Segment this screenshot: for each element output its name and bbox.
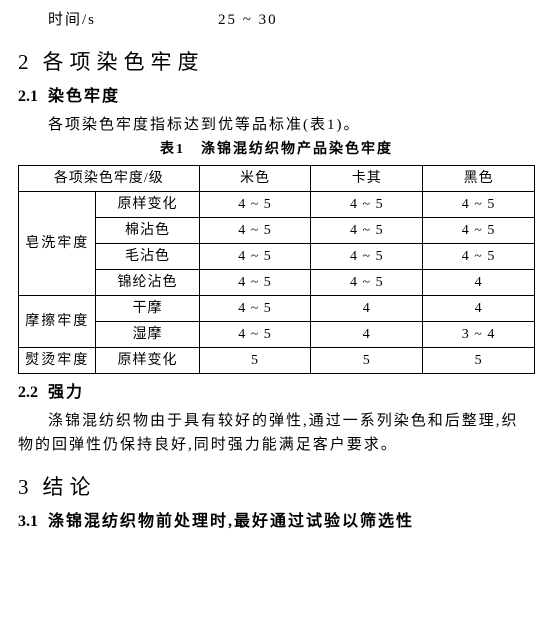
table-cell: 4 ~ 5 bbox=[199, 191, 311, 217]
table-row-label: 棉沾色 bbox=[96, 217, 199, 243]
subsection-num: 3.1 bbox=[18, 513, 38, 530]
table-group: 摩擦牢度 bbox=[19, 295, 96, 347]
table-row-label: 湿摩 bbox=[96, 321, 199, 347]
table-group: 皂洗牢度 bbox=[19, 191, 96, 295]
table-cell: 4 bbox=[311, 295, 423, 321]
table-row-label: 原样变化 bbox=[96, 191, 199, 217]
table-col-head: 米色 bbox=[199, 165, 311, 191]
table-row-label: 干摩 bbox=[96, 295, 199, 321]
table-cell: 4 bbox=[423, 295, 535, 321]
table-cell: 4 ~ 5 bbox=[311, 269, 423, 295]
table-cell: 5 bbox=[311, 347, 423, 373]
subsection-para: 涤锦混纺织物前处理时,最好通过试验以筛选性 bbox=[48, 513, 414, 530]
table-cell: 4 ~ 5 bbox=[423, 217, 535, 243]
table-cell: 4 bbox=[311, 321, 423, 347]
subsection-title: 强力 bbox=[48, 384, 84, 401]
section-2-1-heading: 2.1 染色牢度 bbox=[18, 84, 535, 110]
table-cell: 5 bbox=[423, 347, 535, 373]
section-title: 结论 bbox=[43, 475, 97, 499]
table-group: 熨烫牢度 bbox=[19, 347, 96, 373]
table-cell: 4 ~ 5 bbox=[423, 191, 535, 217]
section-num: 3 bbox=[18, 475, 29, 499]
section-3-1-heading: 3.1 涤锦混纺织物前处理时,最好通过试验以筛选性 bbox=[18, 509, 535, 535]
table-cell: 3 ~ 4 bbox=[423, 321, 535, 347]
section-2-heading: 2 各项染色牢度 bbox=[18, 46, 535, 80]
param-value: 25 ~ 30 bbox=[218, 8, 278, 32]
subsection-num: 2.2 bbox=[18, 384, 38, 401]
subsection-title: 染色牢度 bbox=[48, 88, 120, 105]
table-cell: 4 ~ 5 bbox=[199, 295, 311, 321]
param-label: 时间/s bbox=[18, 8, 218, 32]
section-2-2-heading: 2.2 强力 bbox=[18, 380, 535, 406]
table-row-label: 毛沾色 bbox=[96, 243, 199, 269]
table-cell: 4 ~ 5 bbox=[423, 243, 535, 269]
param-row: 时间/s 25 ~ 30 bbox=[18, 8, 535, 32]
section-num: 2 bbox=[18, 50, 29, 74]
table-col-head: 卡其 bbox=[311, 165, 423, 191]
table-col-head: 黑色 bbox=[423, 165, 535, 191]
table-cell: 4 ~ 5 bbox=[311, 217, 423, 243]
table-row-label: 原样变化 bbox=[96, 347, 199, 373]
table-cell: 5 bbox=[199, 347, 311, 373]
section-3-heading: 3 结论 bbox=[18, 471, 535, 505]
section-2-2-para: 涤锦混纺织物由于具有较好的弹性,通过一系列染色和后整理,织物的回弹性仍保持良好,… bbox=[18, 409, 535, 457]
fastness-table: 各项染色牢度/级米色卡其黑色皂洗牢度原样变化4 ~ 54 ~ 54 ~ 5棉沾色… bbox=[18, 165, 535, 374]
table-cell: 4 bbox=[423, 269, 535, 295]
table-cell: 4 ~ 5 bbox=[199, 269, 311, 295]
section-2-1-para: 各项染色牢度指标达到优等品标准(表1)。 bbox=[18, 113, 535, 137]
table-cell: 4 ~ 5 bbox=[311, 191, 423, 217]
table-caption: 表1 涤锦混纺织物产品染色牢度 bbox=[18, 139, 535, 161]
table-cell: 4 ~ 5 bbox=[311, 243, 423, 269]
table-row-label: 锦纶沾色 bbox=[96, 269, 199, 295]
table-cell: 4 ~ 5 bbox=[199, 243, 311, 269]
table-cell: 4 ~ 5 bbox=[199, 217, 311, 243]
subsection-num: 2.1 bbox=[18, 88, 38, 105]
table-head-merged: 各项染色牢度/级 bbox=[19, 165, 200, 191]
table-cell: 4 ~ 5 bbox=[199, 321, 311, 347]
section-title: 各项染色牢度 bbox=[43, 50, 205, 74]
